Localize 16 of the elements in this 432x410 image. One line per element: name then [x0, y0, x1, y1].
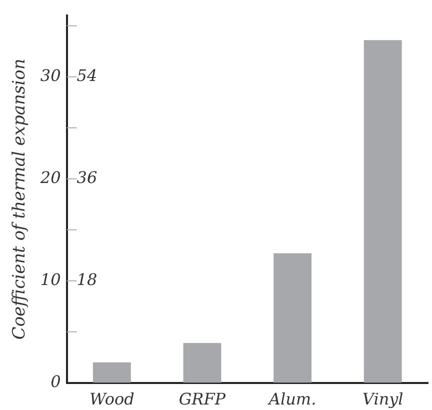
- x-tick-label: Vinyl: [362, 390, 404, 409]
- y-tick-label: 30: [40, 66, 61, 85]
- bar: [274, 253, 312, 383]
- bar: [183, 343, 222, 383]
- y2-tick-label: 36: [76, 168, 98, 187]
- x-tick-label: Alum.: [266, 390, 316, 409]
- y2-tick-label: 54: [76, 66, 98, 85]
- y2-tick-label: 18: [76, 270, 98, 289]
- y-tick-label: 20: [39, 168, 61, 187]
- bar: [364, 40, 402, 383]
- y-axis-title: Coefficient of thermal expansion: [10, 58, 30, 340]
- bar: [92, 362, 131, 383]
- x-tick-label: GRFP: [178, 390, 226, 409]
- y-tick-label: 0: [50, 372, 61, 391]
- x-tick-label: Wood: [89, 390, 134, 409]
- y-tick-label: 10: [40, 270, 61, 289]
